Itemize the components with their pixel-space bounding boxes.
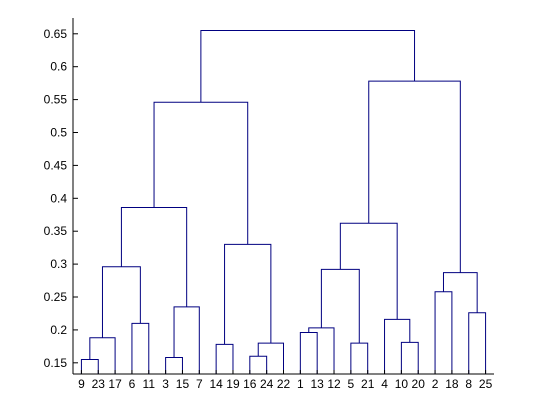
- dendrogram-link: [308, 327, 335, 374]
- leaf-label: 18: [445, 377, 459, 391]
- dendrogram-link: [224, 243, 272, 345]
- y-tick-label: 0.65: [44, 27, 68, 41]
- dendrogram-link: [165, 357, 183, 374]
- dendrogram-link: [320, 268, 360, 344]
- y-tick-label: 0.6: [50, 60, 67, 74]
- y-tick-label: 0.35: [44, 224, 68, 238]
- dendrogram-link: [153, 101, 249, 245]
- leaf-label: 3: [162, 377, 169, 391]
- dendrogram-link: [384, 318, 411, 374]
- dendrogram-link: [368, 80, 461, 273]
- leaf-label: 11: [143, 377, 156, 391]
- leaf-label: 8: [465, 377, 472, 391]
- dendrogram-link: [257, 342, 284, 374]
- y-tick-label: 0.45: [44, 158, 68, 172]
- dendrogram-links: [80, 30, 487, 374]
- dendrogram-link: [173, 306, 200, 374]
- y-tick-label: 0.55: [44, 93, 68, 107]
- dendrogram-link: [89, 337, 116, 374]
- dendrogram-link: [249, 355, 268, 374]
- x-axis-leaf-labels: 9 23 17 6 11 3 15 7 14 19 16 24 22 1 13 12 5 21 4 10 20 2 18 8 2…: [78, 370, 493, 391]
- leaf-label: 19: [226, 377, 240, 391]
- y-tick-label: 0.3: [50, 257, 67, 271]
- dendrogram-link: [400, 341, 419, 374]
- leaf-label: 5: [348, 377, 355, 391]
- leaf-label: 15: [176, 377, 190, 391]
- dendrogram-link: [215, 343, 234, 374]
- dendrogram-link: [120, 207, 188, 307]
- leaf-label: 2: [432, 377, 439, 391]
- y-tick-label: 0.15: [44, 356, 68, 370]
- y-tick-label: 0.2: [50, 323, 67, 337]
- dendrogram-link: [434, 291, 453, 374]
- leaf-label: 20: [412, 377, 426, 391]
- dendrogram-link: [299, 332, 318, 374]
- leaf-label: 25: [479, 377, 493, 391]
- leaf-label: 12: [327, 377, 341, 391]
- dendrogram-link: [80, 359, 99, 374]
- leaf-label: 1: [297, 377, 304, 391]
- leaf-label: 17: [108, 377, 122, 391]
- dendrogram-link: [442, 272, 478, 313]
- y-tick-label: 0.4: [50, 191, 67, 205]
- leaf-label: 10: [395, 377, 409, 391]
- leaf-label: 7: [196, 377, 203, 391]
- axes: [72, 18, 494, 375]
- leaf-label: 24: [260, 377, 274, 391]
- leaf-label: 9: [78, 377, 85, 391]
- dendrogram-link: [468, 312, 487, 374]
- leaf-label: 6: [129, 377, 136, 391]
- leaf-label: 14: [209, 377, 223, 391]
- leaf-label: 23: [92, 377, 106, 391]
- dendrogram-link: [339, 222, 398, 320]
- dendrogram-link: [131, 322, 150, 374]
- y-tick-label: 0.5: [50, 125, 67, 139]
- leaf-label: 21: [361, 377, 375, 391]
- y-axis-ticks: 0.15 0.2 0.25 0.3 0.35 0.4 0.45 0.5 0.55 0.6 0.65: [44, 27, 78, 370]
- y-tick-label: 0.25: [44, 290, 68, 304]
- leaf-label: 22: [277, 377, 291, 391]
- leaf-label: 16: [243, 377, 257, 391]
- dendrogram-link: [200, 30, 416, 103]
- leaf-label: 4: [381, 377, 388, 391]
- dendrogram-link: [101, 266, 141, 338]
- leaf-label: 13: [311, 377, 325, 391]
- dendrogram-link: [350, 342, 369, 374]
